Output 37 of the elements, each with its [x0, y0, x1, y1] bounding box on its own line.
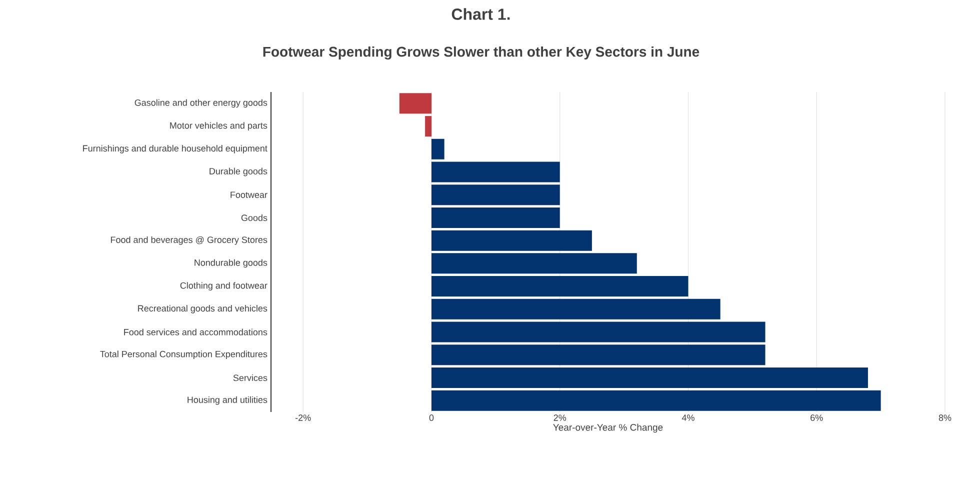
x-tick-label: 6% [810, 414, 823, 421]
y-tick-label: Nondurable goods [194, 259, 268, 268]
y-tick-label: Food services and accommodations [124, 328, 268, 336]
bar [431, 344, 766, 366]
y-tick-label: Recreational goods and vehicles [138, 304, 268, 314]
y-tick-label: Gasoline and other energy goods [134, 99, 268, 108]
y-tick-label: Food and beverages @ Grocery Stores [110, 236, 268, 245]
y-tick-label: Motor vehicles and parts [170, 122, 268, 130]
bar [431, 367, 868, 388]
bar [431, 322, 766, 342]
bar [431, 162, 560, 182]
bar [431, 230, 592, 251]
y-tick-label: Durable goods [210, 168, 268, 176]
x-tick-label: 8% [938, 414, 952, 421]
x-tick-label: 2% [554, 414, 566, 421]
y-tick-label: Goods [241, 214, 268, 222]
x-tick-label: -2% [296, 414, 311, 421]
chart-title: Chart 1. [452, 8, 510, 20]
y-tick-label: Housing and utilities [188, 396, 268, 405]
bar [431, 390, 881, 411]
bar [431, 298, 720, 320]
y-tick-label: Services [233, 374, 268, 382]
y-tick-label: Footwear [230, 192, 268, 198]
chart-subtitle: Footwear Spending Grows Slower than other Key Sectors in June [263, 46, 700, 60]
y-tick-label: Clothing and footwear [180, 282, 268, 290]
bar [431, 138, 444, 160]
bar [431, 207, 560, 228]
x-axis-title: Year-over-Year % Change [553, 424, 663, 433]
bar [399, 93, 432, 114]
bar [431, 184, 560, 206]
y-tick-label: Furnishings and durable household equipment [83, 144, 268, 154]
x-tick-label: 4% [682, 414, 694, 421]
x-tick-label: 0 [429, 414, 434, 421]
y-tick-label: Total Personal Consumption Expenditures [100, 350, 268, 360]
bar [431, 253, 637, 274]
bar [425, 116, 432, 137]
bar [431, 276, 688, 297]
